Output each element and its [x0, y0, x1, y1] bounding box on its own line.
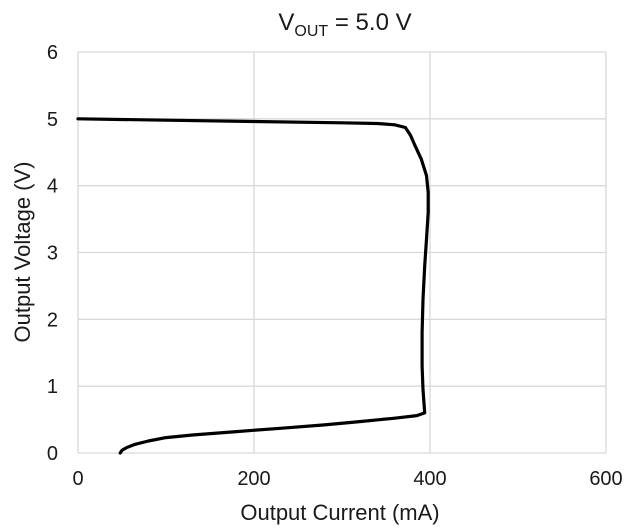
x-tick-label: 400 — [413, 468, 446, 490]
y-axis-ticks: 0 1 2 3 4 5 6 — [47, 42, 58, 465]
series — [76, 117, 430, 455]
x-axis-title: Output Current (mA) — [240, 500, 439, 525]
x-tick-label: 200 — [237, 468, 270, 490]
x-axis-ticks: 0 200 400 600 — [72, 468, 622, 490]
y-axis-title: Output Voltage (V) — [10, 162, 35, 343]
x-tick-label: 600 — [589, 468, 622, 490]
y-tick-label: 1 — [47, 376, 58, 398]
y-tick-label: 2 — [47, 309, 58, 331]
y-tick-label: 3 — [47, 243, 58, 265]
grid — [77, 51, 607, 454]
y-tick-label: 4 — [47, 176, 58, 198]
y-tick-label: 0 — [47, 443, 58, 465]
x-tick-label: 0 — [72, 468, 83, 490]
series-line — [76, 117, 430, 455]
y-tick-label: 6 — [47, 42, 58, 64]
chart-title: VOUT = 5.0 V — [278, 9, 411, 40]
y-tick-label: 5 — [47, 109, 58, 131]
